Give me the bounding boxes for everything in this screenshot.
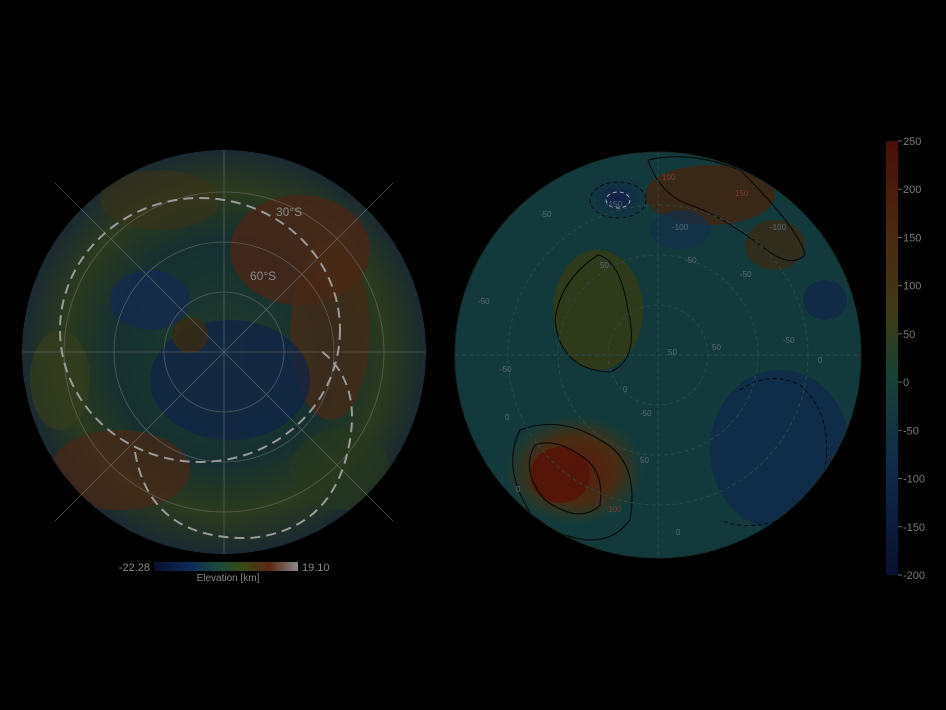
latitude-label-60s: 60°S bbox=[250, 269, 276, 283]
contour-label: 150 bbox=[735, 189, 749, 198]
basin-rim-small bbox=[134, 349, 353, 540]
contour-50-hot bbox=[512, 423, 633, 541]
contour-label: -100 bbox=[770, 223, 787, 232]
contour-label: 0 bbox=[516, 485, 521, 494]
contour-label: -50 bbox=[740, 270, 752, 279]
contour-label: 50 bbox=[712, 343, 721, 352]
colorbar-tick-label: 50 bbox=[903, 329, 915, 341]
colorbar-tick-label: 150 bbox=[903, 232, 921, 244]
contour-neg-150 bbox=[605, 191, 631, 209]
contour-label: 0 bbox=[505, 413, 510, 422]
contour-100-hot bbox=[528, 442, 602, 515]
contour-neg-50-east bbox=[719, 378, 828, 527]
graticule bbox=[22, 150, 426, 554]
contour-50-center bbox=[554, 254, 632, 373]
elevation-max-label: 19.10 bbox=[302, 562, 330, 574]
anomaly-colorbar-gradient bbox=[886, 141, 898, 575]
colorbar-tick-label: -200 bbox=[903, 570, 925, 582]
elevation-min-label: -22.28 bbox=[119, 562, 150, 574]
elevation-colorbar-title: Elevation [km] bbox=[197, 573, 260, 584]
colorbar-tick-label: -150 bbox=[903, 522, 925, 534]
contour-label: -50 bbox=[478, 297, 490, 306]
anomaly-colorbar: 250 200 150 100 50 0 -50 -100 -150 -200 bbox=[886, 136, 925, 582]
colorbar-tick-label: 100 bbox=[903, 281, 921, 293]
contour-lines bbox=[512, 156, 806, 541]
contour-label: -50 bbox=[783, 336, 795, 345]
contour-label: 100 bbox=[662, 173, 676, 182]
basin-outlines bbox=[59, 197, 353, 540]
contour-label: 0 bbox=[623, 385, 628, 394]
colorbar-tick-label: -50 bbox=[903, 425, 919, 437]
contour-label: 0 bbox=[676, 528, 681, 537]
contour-label: 100 bbox=[608, 505, 622, 514]
elevation-colorbar-gradient bbox=[154, 562, 298, 571]
contour-labels: -50 -50 -50 -50 -50 -50 50 50 50 50 100 … bbox=[478, 173, 823, 537]
contour-label: 50 bbox=[668, 348, 677, 357]
contour-label: -100 bbox=[672, 223, 689, 232]
colorbar-tick-label: -100 bbox=[903, 474, 925, 486]
anomaly-map: -50 -50 -50 -50 -50 -50 50 50 50 50 100 … bbox=[454, 151, 862, 559]
contour-label: 50 bbox=[600, 261, 609, 270]
contour-label: 0 bbox=[818, 356, 823, 365]
colorbar-tick-label: 250 bbox=[903, 136, 921, 148]
contour-label: -50 bbox=[685, 256, 697, 265]
contour-100-north bbox=[647, 156, 806, 262]
anomaly-fill bbox=[505, 165, 850, 530]
contour-label: -50 bbox=[540, 210, 552, 219]
anomaly-colorbar-ticks: 250 200 150 100 50 0 -50 -100 -150 -200 bbox=[898, 136, 925, 582]
colorbar-tick-label: 0 bbox=[903, 377, 909, 389]
colorbar-tick-label: 200 bbox=[903, 184, 921, 196]
contour-neg-100 bbox=[589, 181, 647, 219]
contour-label: 50 bbox=[640, 456, 649, 465]
contour-label: -50 bbox=[500, 365, 512, 374]
latitude-label-30s: 30°S bbox=[276, 205, 302, 219]
dashed-contours bbox=[455, 152, 861, 558]
basin-rim-large bbox=[59, 197, 341, 463]
contour-label: -150 bbox=[606, 200, 623, 209]
topography-shading bbox=[30, 170, 390, 510]
elevation-colorbar: -22.28 19.10 Elevation [km] bbox=[119, 562, 330, 584]
topography-map: 30°S 60°S bbox=[22, 150, 426, 554]
contour-label: -50 bbox=[640, 409, 652, 418]
